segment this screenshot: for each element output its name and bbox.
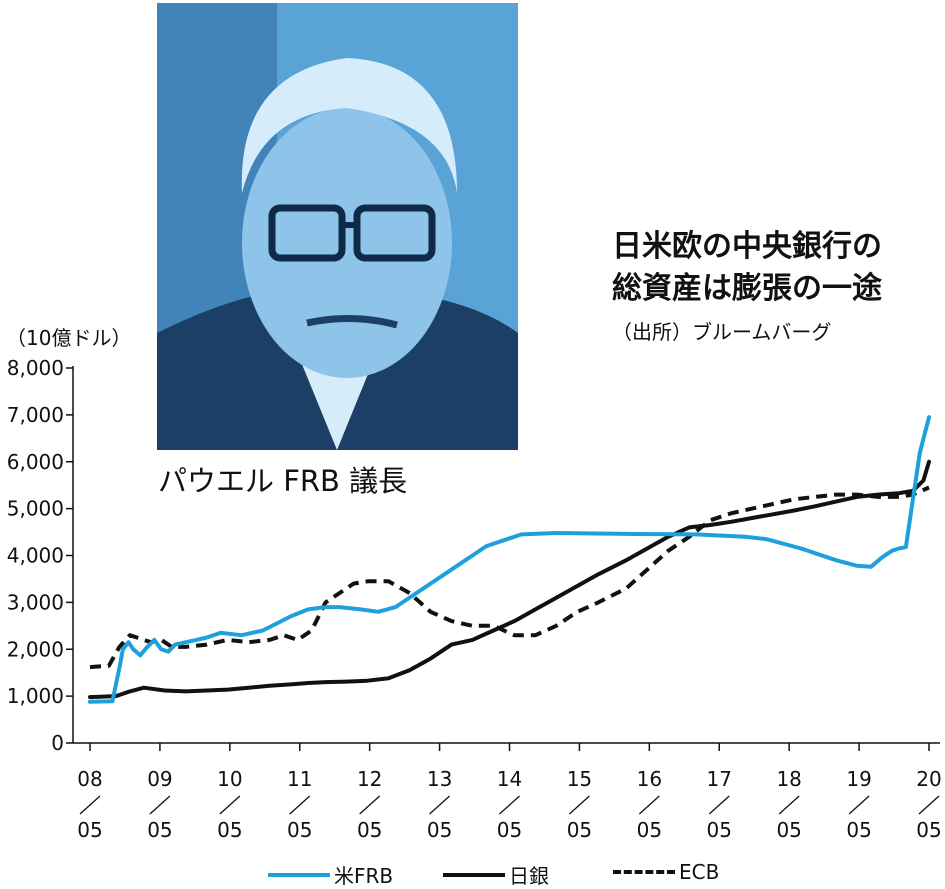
mouth-shape [306,315,398,329]
x-tick-label-year: 12 [357,767,382,791]
portrait-photo [157,3,518,450]
x-tick-label-year: 16 [637,767,662,791]
x-tick-label-month: 05 [707,818,732,842]
x-tick-separator [778,795,800,815]
legend-label-ecb: ECB [679,860,720,884]
x-tick-label-month: 05 [497,818,522,842]
y-axis-unit-label: （10億ドル） [6,326,132,350]
x-tick-label-year: 15 [567,767,592,791]
x-tick-label-month: 05 [217,818,242,842]
x-tick-separator [848,795,870,815]
series-line-ecb [89,485,930,670]
x-tick-separator [638,795,660,815]
x-tick-label-year: 20 [916,767,941,791]
y-tick-label: 3,000 [7,590,64,614]
x-tick-label-month: 05 [916,818,941,842]
legend-label-frb: 米FRB [334,864,394,888]
x-tick-separator [918,795,940,815]
x-tick-label-year: 08 [77,767,102,791]
series-line-boj [88,459,931,700]
x-tick-separator [568,795,590,815]
x-tick-label-month: 05 [357,818,382,842]
legend-item-frb: 米FRB [268,860,393,889]
glasses-right-lens [353,204,436,262]
x-tick-separator [219,795,241,815]
y-tick-label: 4,000 [7,544,64,568]
x-tick-label-month: 05 [567,818,592,842]
chart-axes: 0 1,000 2,000 3,000 4,000 5,000 6,000 7,000 8,00… [7,356,942,842]
x-tick-label-year: 11 [287,767,312,791]
x-tick-separator [289,795,311,815]
y-tick-label: 1,000 [7,684,64,708]
x-tick-label-year: 13 [427,767,452,791]
y-tick-label: 7,000 [7,403,64,427]
legend-swatch-ecb [613,870,675,874]
x-tick-label-month: 05 [147,818,172,842]
x-tick-label-year: 09 [147,767,172,791]
x-tick-label-month: 05 [776,818,801,842]
x-tick-label-month: 05 [846,818,871,842]
x-tick-separator [499,795,520,815]
legend-label-boj: 日銀 [509,864,549,888]
y-tick-label: 2,000 [7,637,64,661]
x-tick-label-year: 19 [846,767,871,791]
x-tick-label-month: 05 [287,818,312,842]
legend-item-ecb: ECB [613,860,719,884]
x-tick-separator [149,795,171,815]
x-tick-label-month: 05 [77,818,102,842]
series-line-frb [88,415,931,704]
x-tick-label-year: 10 [217,767,242,791]
x-tick-label-month: 05 [427,818,452,842]
x-tick-label-year: 18 [776,767,801,791]
chart-title: 日米欧の中央銀行の 総資産は膨張の一途 [612,226,882,310]
chart-series [88,415,931,704]
chart-source: （出所）ブルームバーグ [612,320,832,344]
hair-shape [241,58,457,193]
y-tick-label: 5,000 [7,497,64,521]
y-tick-label: 8,000 [7,356,64,380]
photo-caption: パウエル FRB 議長 [158,464,408,498]
y-tick-label: 0 [51,731,64,755]
x-tick-label-year: 17 [707,767,732,791]
x-tick-label-month: 05 [637,818,662,842]
x-tick-separator [708,795,730,815]
legend-item-boj: 日銀 [443,860,549,889]
y-tick-label: 6,000 [7,450,64,474]
x-tick-separator [359,795,381,815]
chart-title-line-1: 日米欧の中央銀行の [612,229,882,264]
x-tick-label-year: 14 [497,767,522,791]
glasses-left-lens [268,204,346,262]
legend-swatch-boj [443,872,505,877]
face-shape [242,108,452,378]
chart-title-line-2: 総資産は膨張の一途 [612,271,882,306]
legend-swatch-frb [268,872,330,877]
x-tick-separator [429,795,451,815]
x-tick-separator [79,795,101,815]
